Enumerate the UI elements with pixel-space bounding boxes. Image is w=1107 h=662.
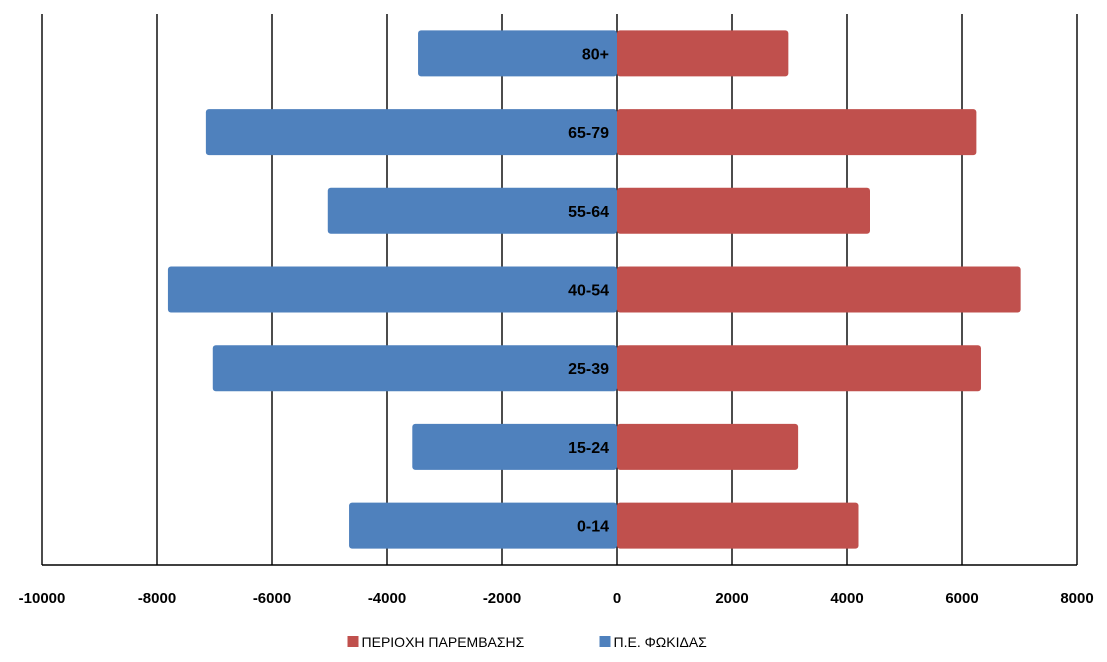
bar-series0-25-39 [617, 345, 981, 392]
bar-series1-65-79 [205, 109, 617, 156]
tick-label-8000: 8000 [1060, 590, 1093, 607]
category-label-55-64: 55-64 [568, 204, 609, 221]
category-label-0-14: 0-14 [577, 519, 609, 536]
bar-series0-15-24 [617, 423, 799, 470]
bar-series0-40-54 [617, 266, 1021, 313]
bars [167, 30, 1021, 549]
tick-label-6000: 6000 [945, 590, 978, 607]
bar-series1-80+ [418, 30, 617, 77]
bar-series0-55-64 [617, 187, 870, 234]
tick-label-2000: 2000 [715, 590, 748, 607]
bar-series0-65-79 [617, 109, 977, 156]
tick-label--4000: -4000 [368, 590, 406, 607]
bar-series1-55-64 [327, 187, 617, 234]
bar-series1-15-24 [412, 423, 617, 470]
legend-swatch-0 [347, 636, 359, 647]
category-label-25-39: 25-39 [568, 361, 609, 378]
bar-series1-40-54 [167, 266, 618, 313]
legend-label-1: Π.Ε. ΦΩΚΙΔΑΣ [614, 634, 708, 650]
bar-series0-80+ [617, 30, 789, 77]
category-label-80+: 80+ [582, 46, 609, 63]
category-labels: 0-14 15-24 25-39 40-54 55-64 65-79 80+ [568, 46, 609, 535]
bar-series1-0-14 [349, 502, 617, 549]
bar-series1-25-39 [212, 345, 617, 392]
tick-label--10000: -10000 [19, 590, 66, 607]
legend-label-0: ΠΕΡΙΟΧΗ ΠΑΡΕΜΒΑΣΗΣ [362, 634, 525, 650]
tick-label--6000: -6000 [253, 590, 291, 607]
category-label-15-24: 15-24 [568, 440, 609, 457]
tick-label-4000: 4000 [830, 590, 863, 607]
legend-swatch-1 [599, 636, 611, 647]
x-axis-tick-labels: -10000 -8000 -6000 -4000 -2000 0 2000 4000 6000 8… [19, 590, 1094, 607]
category-label-40-54: 40-54 [568, 283, 609, 300]
tick-label--2000: -2000 [483, 590, 521, 607]
legend: ΠΕΡΙΟΧΗ ΠΑΡΕΜΒΑΣΗΣ Π.Ε. ΦΩΚΙΔΑΣ [347, 634, 708, 650]
bar-series0-0-14 [617, 502, 859, 549]
tick-label--8000: -8000 [138, 590, 176, 607]
category-label-65-79: 65-79 [568, 125, 609, 142]
tick-label-0: 0 [613, 590, 621, 607]
